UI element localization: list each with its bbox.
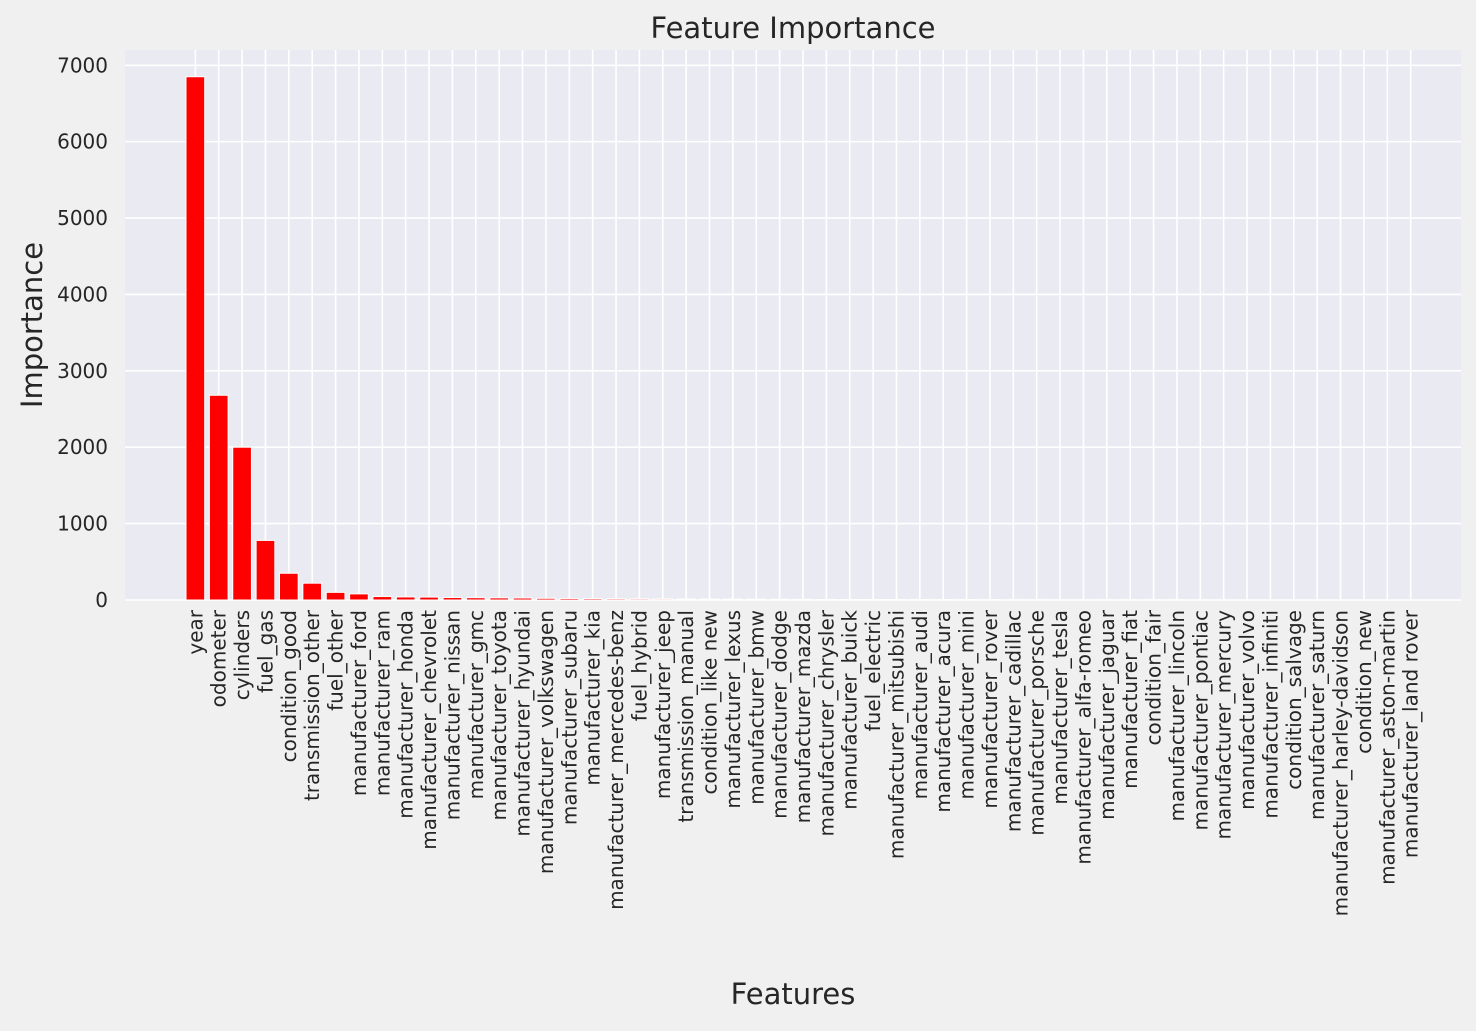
x-tick-label: condition_fair [1142, 609, 1166, 745]
bar-manufacturer-gmc [466, 598, 485, 600]
x-tick-label: manufacturer_mercury [1212, 610, 1236, 840]
bar-fuel-gas [256, 540, 275, 600]
x-tick-label: manufacturer_acura [931, 610, 955, 813]
y-tick-label: 7000 [57, 53, 108, 77]
bar-manufacturer-ford [350, 594, 369, 600]
bar-manufacturer-hyundai [513, 598, 532, 600]
x-tick-label: manufacturer_hyundai [511, 610, 535, 837]
x-tick-label: manufacturer_ford [347, 610, 371, 796]
x-tick-label: manufacturer_land rover [1399, 609, 1423, 858]
bar-manufacturer-honda [396, 597, 415, 600]
bar-manufacturer-chevrolet [420, 597, 439, 600]
bar-year [186, 77, 205, 600]
x-tick-label: manufacturer_lexus [721, 610, 745, 809]
bar-cylinders [233, 447, 252, 600]
y-axis-label: Importance [15, 242, 49, 408]
x-tick-label: manufacturer_cadillac [1001, 610, 1025, 832]
bar-manufacturer-mercedes-benz [607, 599, 626, 600]
x-tick-label: manufacturer_subaru [557, 610, 581, 825]
y-tick-label: 0 [95, 588, 108, 612]
bar-manufacturer-lexus [724, 599, 743, 600]
x-tick-label: condition_like new [698, 610, 722, 794]
x-tick-label: manufacturer_ram [370, 610, 394, 796]
bar-manufacturer-mazda [794, 599, 813, 600]
x-tick-label: year [183, 609, 207, 654]
bar-condition-good [279, 573, 298, 600]
x-tick-label: transmission_other [300, 609, 324, 801]
x-tick-label: manufacturer_mitsubishi [884, 610, 908, 859]
x-tick-label: manufacturer_nissan [440, 610, 464, 820]
x-tick-label: manufacturer_fiat [1118, 610, 1142, 789]
x-tick-label: cylinders [230, 610, 254, 700]
bar-fuel-hybrid [630, 599, 649, 600]
y-tick-label: 3000 [57, 359, 108, 383]
x-tick-label: manufacturer_dodge [768, 610, 792, 819]
x-tick-label: fuel_other [324, 609, 348, 711]
bar-manufacturer-ram [373, 597, 392, 600]
y-tick-label: 4000 [57, 282, 108, 306]
x-axis-label: Features [731, 977, 856, 1011]
x-tick-label: manufacturer_chevrolet [417, 610, 441, 850]
x-tick-label: manufacturer_toyota [487, 610, 511, 820]
bar-odometer [209, 395, 228, 600]
bar-condition-like-new [700, 599, 719, 600]
x-tick-label: manufacturer_chrysler [814, 609, 838, 836]
bar-manufacturer-kia [583, 599, 602, 600]
x-tick-label: manufacturer_volkswagen [534, 610, 558, 874]
x-tick-label: condition_salvage [1282, 610, 1306, 790]
bar-manufacturer-volkswagen [537, 598, 556, 600]
y-tick-label: 5000 [57, 206, 108, 230]
y-tick-label: 6000 [57, 130, 108, 154]
y-tick-label: 1000 [57, 512, 108, 536]
bar-manufacturer-chrysler [817, 599, 836, 600]
x-tick-label: manufacturer_gmc [464, 610, 488, 799]
x-tick-label: manufacturer_rover [978, 609, 1002, 808]
x-tick-label: manufacturer_harley-davidson [1329, 610, 1353, 916]
x-tick-label: manufacturer_bmw [744, 610, 768, 805]
x-tick-label: manufacturer_porsche [1025, 610, 1049, 836]
bar-transmission-other [303, 583, 322, 600]
x-tick-label: manufacturer_mini [955, 610, 979, 799]
x-tick-label: manufacturer_honda [394, 610, 418, 819]
bar-manufacturer-nissan [443, 598, 462, 600]
x-tick-label: manufacturer_audi [908, 610, 932, 799]
plot-background [125, 50, 1461, 600]
x-tick-label: fuel_electric [861, 610, 885, 731]
x-tick-label: manufacturer_alfa-romeo [1071, 610, 1095, 865]
x-tick-label: manufacturer_kia [581, 610, 605, 786]
x-tick-label: manufacturer_buick [838, 610, 862, 810]
bar-fuel-other [326, 592, 345, 600]
bar-manufacturer-toyota [490, 598, 509, 600]
x-tick-label: manufacturer_jeep [651, 610, 675, 799]
x-tick-label: manufacturer_mercedes-benz [604, 610, 628, 910]
x-tick-label: odometer [207, 609, 231, 707]
chart-title: Feature Importance [651, 11, 936, 45]
x-tick-label: manufacturer_tesla [1048, 610, 1072, 805]
x-tick-label: manufacturer_aston-martin [1375, 610, 1399, 885]
x-tick-label: manufacturer_lincoln [1165, 610, 1189, 821]
y-axis-ticks: 0 1000 2000 3000 4000 5000 6000 7000 [57, 53, 108, 612]
x-tick-label: fuel_hybrid [627, 610, 651, 721]
x-tick-label: transmission_manual [674, 610, 698, 823]
bar-manufacturer-bmw [747, 599, 766, 600]
bar-transmission-manual [677, 599, 696, 600]
x-tick-label: manufacturer_volvo [1235, 610, 1259, 810]
x-tick-label: condition_good [277, 610, 301, 762]
x-tick-label: condition_new [1352, 610, 1376, 754]
x-tick-label: fuel_gas [253, 610, 277, 693]
y-tick-label: 2000 [57, 435, 108, 459]
x-tick-label: manufacturer_jaguar [1095, 609, 1119, 820]
bar-manufacturer-jeep [653, 599, 672, 600]
x-tick-label: manufacturer_pontiac [1188, 610, 1212, 830]
x-tick-label: manufacturer_saturn [1305, 610, 1329, 820]
bar-manufacturer-dodge [770, 599, 789, 600]
bar-manufacturer-subaru [560, 598, 579, 600]
x-tick-label: manufacturer_mazda [791, 610, 815, 823]
x-tick-label: manufacturer_infiniti [1258, 610, 1282, 819]
